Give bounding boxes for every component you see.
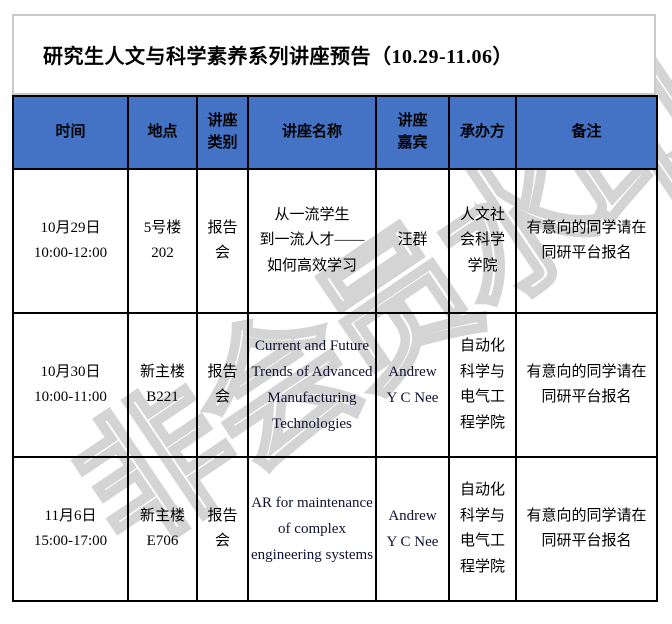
cell-notes-3: 有意向的同学请在 同研平台报名 (515, 456, 658, 602)
page-title: 研究生人文与科学素养系列讲座预告（10.29-11.06） (42, 46, 514, 68)
cell-time-2: 10月30日 10:00-11:00 (12, 312, 129, 458)
cell-location-1: 5号楼 202 (127, 168, 198, 314)
cell-type-2: 报告 会 (196, 312, 249, 458)
table-title-box: 研究生人文与科学素养系列讲座预告（10.29-11.06） (12, 14, 656, 95)
col-header-time: 时间 (12, 95, 129, 170)
col-header-organizer: 承办方 (448, 95, 517, 170)
cell-notes-1: 有意向的同学请在 同研平台报名 (515, 168, 658, 314)
cell-speaker-2: Andrew Y C Nee (375, 312, 450, 458)
col-header-notes: 备注 (515, 95, 658, 170)
col-header-speaker: 讲座 嘉宾 (375, 95, 450, 170)
col-header-type: 讲座 类别 (196, 95, 249, 170)
cell-time-3: 11月6日 15:00-17:00 (12, 456, 129, 602)
cell-notes-2: 有意向的同学请在 同研平台报名 (515, 312, 658, 458)
lecture-schedule-table: 时间 地点 讲座 类别 讲座名称 讲座 嘉宾 承办方 备注 10月29日 10:… (12, 95, 658, 602)
cell-organizer-3: 自动化 科学与 电气工 程学院 (448, 456, 517, 602)
cell-location-3: 新主楼 E706 (127, 456, 198, 602)
cell-speaker-3: Andrew Y C Nee (375, 456, 450, 602)
col-header-location: 地点 (127, 95, 198, 170)
cell-organizer-1: 人文社 会科学 学院 (448, 168, 517, 314)
cell-name-2: Current and Future Trends of Advanced Ma… (247, 312, 377, 458)
cell-organizer-2: 自动化 科学与 电气工 程学院 (448, 312, 517, 458)
cell-type-3: 报告 会 (196, 456, 249, 602)
table-row-1: 10月29日 10:00-12:00 5号楼 202 报告 会 从一流学生 到一… (12, 168, 658, 314)
cell-location-2: 新主楼 B221 (127, 312, 198, 458)
table-row-2: 10月30日 10:00-11:00 新主楼 B221 报告 会 Current… (12, 312, 658, 458)
cell-speaker-1: 汪群 (375, 168, 450, 314)
table-row-3: 11月6日 15:00-17:00 新主楼 E706 报告 会 AR for m… (12, 456, 658, 602)
col-header-name: 讲座名称 (247, 95, 377, 170)
cell-name-3: AR for maintenance of complex engineerin… (247, 456, 377, 602)
cell-name-1: 从一流学生 到一流人才—— 如何高效学习 (247, 168, 377, 314)
cell-type-1: 报告 会 (196, 168, 249, 314)
cell-time-1: 10月29日 10:00-12:00 (12, 168, 129, 314)
header-row: 时间 地点 讲座 类别 讲座名称 讲座 嘉宾 承办方 备注 (12, 95, 658, 170)
